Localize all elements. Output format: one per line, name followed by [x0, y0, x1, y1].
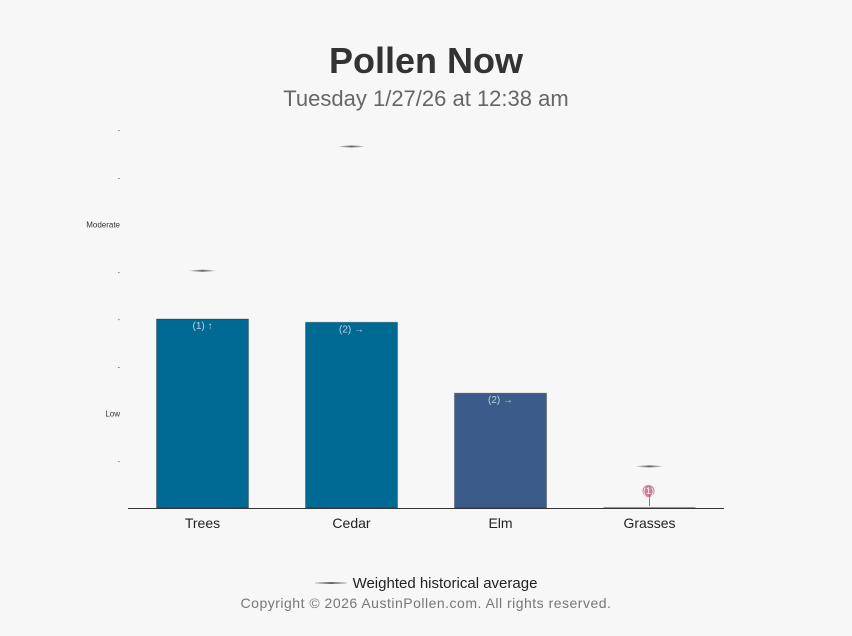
bar-label-elm: (2) → [488, 395, 513, 406]
page-subtitle: Tuesday 1/27/26 at 12:38 am [283, 86, 569, 111]
x-tick-label-grasses: Grasses [623, 515, 675, 531]
copyright: Copyright © 2026 AustinPollen.com. All r… [240, 595, 612, 611]
y-tick-label-0: - [118, 459, 121, 466]
y-tick-label-6: - [118, 175, 121, 182]
average-marker-grasses [634, 465, 665, 468]
bar-label-grasses: (1) [643, 486, 654, 496]
y-tick-label-1: Low [105, 410, 120, 419]
bar-marker-grasses [642, 485, 655, 497]
bar-label-trees: (1) ↑ [193, 321, 213, 332]
legend-average-line-icon [314, 582, 347, 585]
y-tick-label-5: Moderate [86, 221, 120, 230]
y-tick-label-3: - [118, 317, 121, 324]
legend: Weighted historical average [0, 575, 852, 592]
bar-elm [454, 392, 547, 509]
bar-cedar [305, 321, 398, 509]
x-tick-label-cedar: Cedar [332, 515, 370, 531]
y-tick-label-4: - [118, 270, 121, 277]
bar-label-cedar: (2) → [339, 324, 364, 335]
average-marker-trees [187, 269, 218, 272]
average-marker-cedar [336, 145, 367, 148]
x-tick-label-trees: Trees [185, 515, 220, 531]
bar-trees [156, 318, 249, 509]
y-tick-label-7: - [118, 128, 121, 135]
x-tick-label-elm: Elm [488, 515, 512, 531]
y-tick-label-2: - [118, 364, 121, 371]
page-title: Pollen Now [328, 40, 523, 81]
legend-label: Weighted historical average [352, 575, 538, 592]
